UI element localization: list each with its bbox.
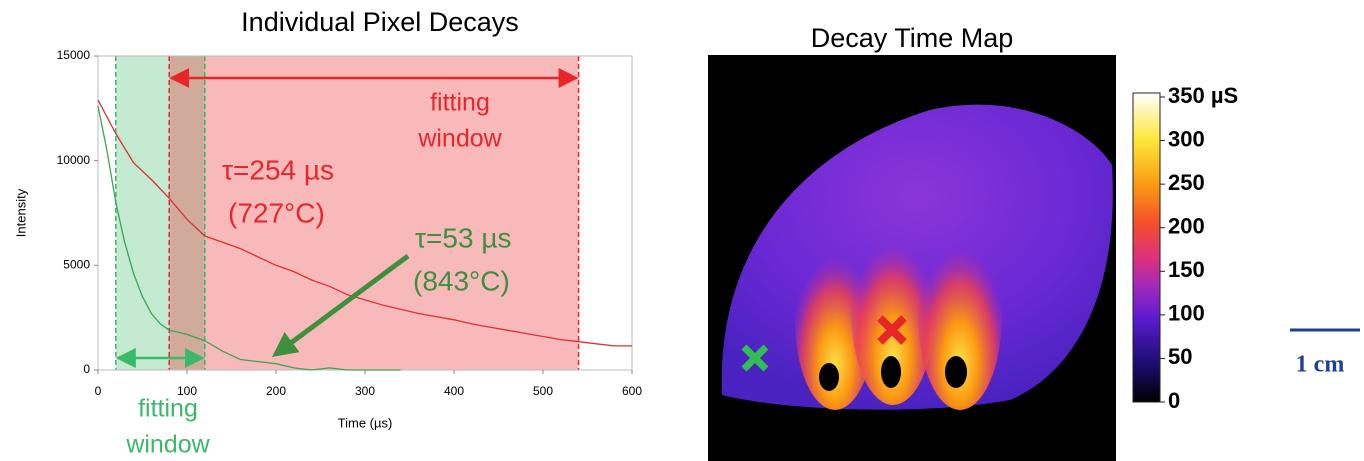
annotation: τ=53 µs	[415, 222, 511, 253]
colorbar-label: 200	[1168, 214, 1205, 239]
chart-title: Individual Pixel Decays	[241, 7, 519, 37]
annotation: window	[125, 431, 210, 459]
x-tick-label: 300	[355, 384, 375, 398]
figure: Individual Pixel Decays Intensity Time (…	[0, 0, 1364, 461]
y-axis-label: Intensity	[13, 188, 28, 237]
x-tick-label: 200	[266, 384, 286, 398]
y-tick-label: 0	[83, 362, 90, 376]
annotation: fitting	[138, 395, 198, 423]
annotation: window	[417, 125, 502, 153]
colorbar-label: 250	[1168, 170, 1205, 195]
colorbar-label: 150	[1168, 257, 1205, 282]
annotation: (727°C)	[228, 197, 325, 228]
page: Individual Pixel Decays Intensity Time (…	[0, 0, 1364, 461]
colorbar-label: 350 µS	[1168, 83, 1238, 108]
hole	[945, 356, 967, 388]
annotation: (843°C)	[413, 265, 510, 296]
y-tick-label: 10000	[57, 153, 91, 167]
x-tick-label: 400	[444, 384, 464, 398]
y-tick-label: 5000	[63, 258, 90, 272]
colorbar-label: 0	[1168, 388, 1180, 413]
colorbar	[1133, 93, 1160, 402]
colorbar-label: 300	[1168, 126, 1205, 151]
decay-chart: Individual Pixel Decays Intensity Time (…	[13, 7, 642, 458]
y-tick-label: 15000	[57, 48, 91, 62]
scale-bar-label: 1 cm	[1296, 352, 1345, 378]
colorbar-label: 50	[1168, 344, 1192, 369]
x-tick-label: 600	[622, 384, 642, 398]
annotation: fitting	[430, 89, 490, 117]
colorbar-label: 100	[1168, 301, 1205, 326]
x-axis-label: Time (µs)	[338, 415, 393, 430]
hole	[881, 356, 901, 388]
x-tick-label: 0	[95, 384, 102, 398]
annotation: τ=254 µs	[222, 154, 334, 185]
decay-map: Decay Time Map 1 cm 0 50 100 150 200 250 300 35…	[708, 23, 1360, 461]
x-tick-label: 500	[533, 384, 553, 398]
hole	[819, 363, 839, 391]
map-title: Decay Time Map	[811, 23, 1014, 53]
